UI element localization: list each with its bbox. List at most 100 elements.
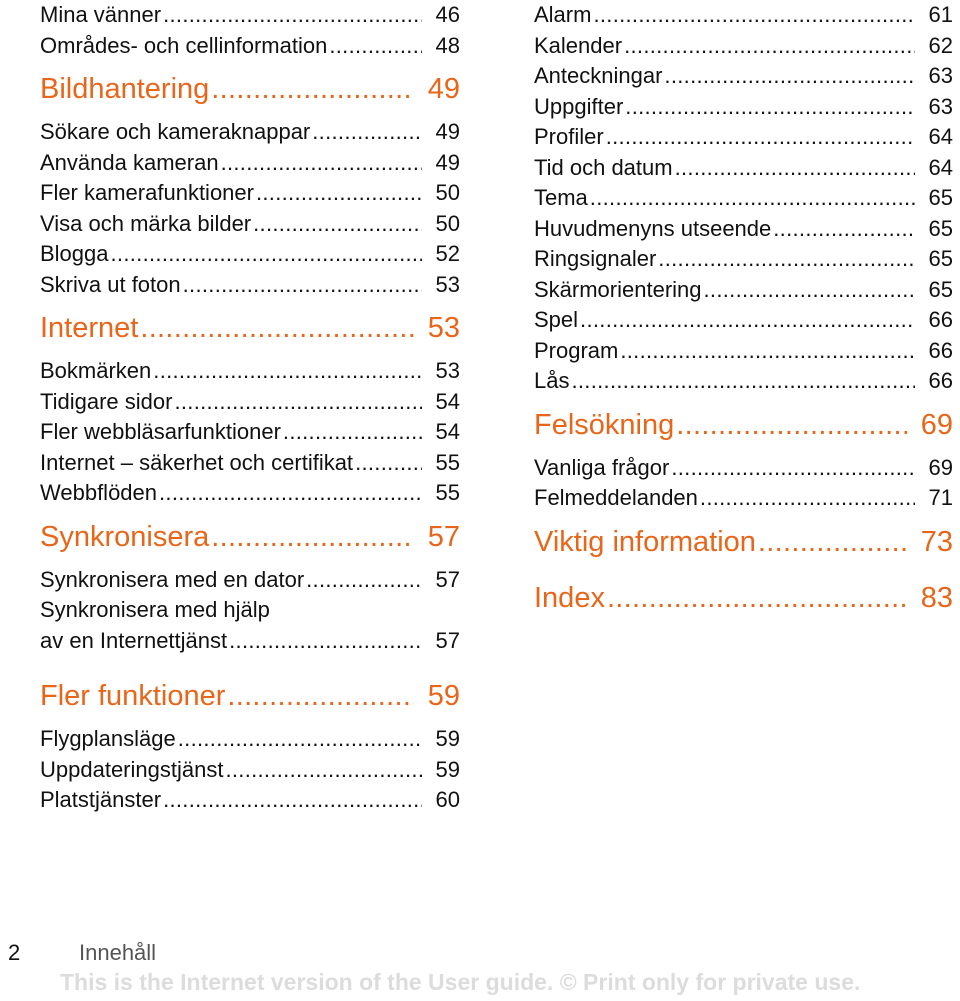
toc-entry[interactable]: av en Internettjänst 57: [40, 626, 460, 657]
toc-entry[interactable]: Platstjänster 60: [40, 785, 460, 816]
toc-label: Mina vänner: [40, 2, 162, 27]
toc-label: Program: [534, 337, 619, 363]
toc-page-number: 65: [928, 276, 953, 302]
dot-leader: [283, 417, 422, 448]
toc-entry[interactable]: Spel 66: [534, 305, 953, 336]
dot-leader: [183, 270, 422, 301]
toc-page-number: 65: [928, 246, 953, 271]
toc-page-number: 65: [928, 185, 953, 210]
toc-entry[interactable]: Tema 65: [534, 183, 953, 214]
toc-page-number: 61: [928, 2, 953, 27]
toc-entry[interactable]: Uppdateringstjänst 59: [40, 755, 460, 786]
toc-label: Tidigare sidor: [40, 388, 173, 414]
toc-page-number: 54: [435, 388, 460, 414]
toc-entry[interactable]: Vanliga frågor 69: [534, 453, 953, 484]
toc-page-number: 65: [928, 215, 953, 241]
toc-entry[interactable]: Sökare och kameraknappar 49: [40, 117, 460, 148]
toc-page-number: 53: [427, 312, 460, 344]
toc-section-heading[interactable]: Synkronisera 57: [40, 509, 460, 565]
dot-leader: [607, 570, 907, 626]
toc-section-heading[interactable]: Index 83: [534, 570, 953, 626]
dot-leader: [221, 148, 422, 179]
dot-leader: [606, 122, 915, 153]
toc-entry[interactable]: Webbflöden 55: [40, 478, 460, 509]
toc-page-number: 62: [928, 32, 953, 58]
toc-entry[interactable]: Tid och datum 64: [534, 153, 953, 184]
toc-section-heading[interactable]: Fler funktioner 59: [40, 668, 460, 724]
toc-page-number: 73: [920, 525, 953, 558]
dot-leader: [658, 244, 914, 275]
toc-column-left: Mina vänner 46 Områdes- och cellinformatio…: [40, 0, 460, 816]
toc-label: Fler kamerafunktioner: [40, 180, 254, 205]
dot-leader: [671, 453, 914, 484]
toc-entry[interactable]: Skärmorientering 65: [534, 275, 953, 306]
toc-label: Internet – säkerhet och certifikat: [40, 449, 354, 475]
toc-entry[interactable]: Uppgifter 63: [534, 92, 953, 123]
toc-entry[interactable]: Mina vänner 46: [40, 0, 460, 31]
toc-label: Synkronisera med en dator: [40, 566, 305, 592]
toc-section-heading[interactable]: Viktig information 73: [534, 514, 953, 570]
toc-entry[interactable]: Profiler 64: [534, 122, 953, 153]
toc-entry[interactable]: Alarm 61: [534, 0, 953, 31]
toc-page-number: 54: [435, 419, 460, 444]
dot-leader: [590, 183, 915, 214]
toc-entry[interactable]: Lås 66: [534, 366, 953, 397]
toc-section-heading[interactable]: Felsökning 69: [534, 397, 953, 453]
toc-entry[interactable]: Ringsignaler 65: [534, 244, 953, 275]
dot-leader: [229, 626, 421, 657]
toc-entry[interactable]: Tidigare sidor 54: [40, 387, 460, 418]
toc-label: Skärmorientering: [534, 276, 702, 302]
toc-column-right: Alarm61Kalender62Anteckningar63Uppgifter…: [534, 0, 953, 626]
toc-entry[interactable]: Visa och märka bilder 50: [40, 209, 460, 240]
toc-page-number: 49: [435, 119, 460, 144]
toc-entry[interactable]: Program 66: [534, 336, 953, 367]
toc-page-number: 63: [928, 93, 953, 119]
dot-leader: [174, 387, 421, 418]
toc-label: Fler webbläsarfunktioner: [40, 419, 281, 444]
dot-leader: [700, 483, 915, 514]
toc-label: Index: [534, 581, 605, 614]
toc-page-number: 52: [435, 241, 460, 266]
toc-section-heading[interactable]: Bildhantering 49: [40, 61, 460, 117]
toc-label: Viktig information: [534, 525, 756, 558]
toc-entry[interactable]: Bokmärken 53: [40, 356, 460, 387]
toc-label: Synkronisera: [40, 520, 210, 553]
dot-leader: [163, 785, 421, 816]
toc-page-number: 53: [435, 358, 460, 383]
toc-label: Vanliga frågor: [534, 454, 670, 480]
toc-entry[interactable]: Använda kameran 49: [40, 148, 460, 179]
toc-label: Tema: [534, 185, 588, 210]
toc-entry[interactable]: Blogga 52: [40, 239, 460, 270]
toc-entry[interactable]: Anteckningar 63: [534, 61, 953, 92]
dot-leader: [178, 724, 422, 755]
toc-entry[interactable]: Områdes- och cellinformation 48: [40, 31, 460, 62]
toc-entry[interactable]: Skriva ut foton 53: [40, 270, 460, 301]
toc-entry[interactable]: Flygplansläge 59: [40, 724, 460, 755]
toc-page-number: 63: [928, 63, 953, 88]
dot-leader: [111, 239, 422, 270]
toc-entry[interactable]: Fler webbläsarfunktioner 54: [40, 417, 460, 448]
toc-label: Anteckningar: [534, 63, 663, 88]
section-name: Innehåll: [79, 940, 157, 965]
toc-entry[interactable]: Felmeddelanden 71: [534, 483, 953, 514]
toc-page-number: 66: [928, 307, 953, 332]
toc-label: Felsökning: [534, 408, 675, 441]
toc-entry[interactable]: Kalender 62: [534, 31, 953, 62]
toc-page-number: 50: [435, 210, 460, 236]
toc-entry[interactable]: Internet – säkerhet och certifikat 55: [40, 448, 460, 479]
dot-leader: [253, 209, 421, 240]
toc-label: Lås: [534, 368, 570, 393]
toc-label: Flygplansläge: [40, 726, 176, 751]
toc-entry[interactable]: Synkronisera med hjälp: [40, 595, 460, 626]
toc-entry[interactable]: Huvudmenyns utseende 65: [534, 214, 953, 245]
spacer: [40, 656, 460, 668]
toc-page-number: 69: [928, 454, 953, 480]
toc-label: Använda kameran: [40, 149, 219, 175]
toc-entry[interactable]: Fler kamerafunktioner 50: [40, 178, 460, 209]
toc-entry[interactable]: Synkronisera med en dator 57: [40, 565, 460, 596]
toc-page-number: 69: [920, 408, 953, 441]
toc-section-heading[interactable]: Internet 53: [40, 300, 460, 356]
dot-leader: [140, 300, 413, 356]
dot-leader: [159, 478, 422, 509]
toc-page-number: 59: [435, 726, 460, 751]
